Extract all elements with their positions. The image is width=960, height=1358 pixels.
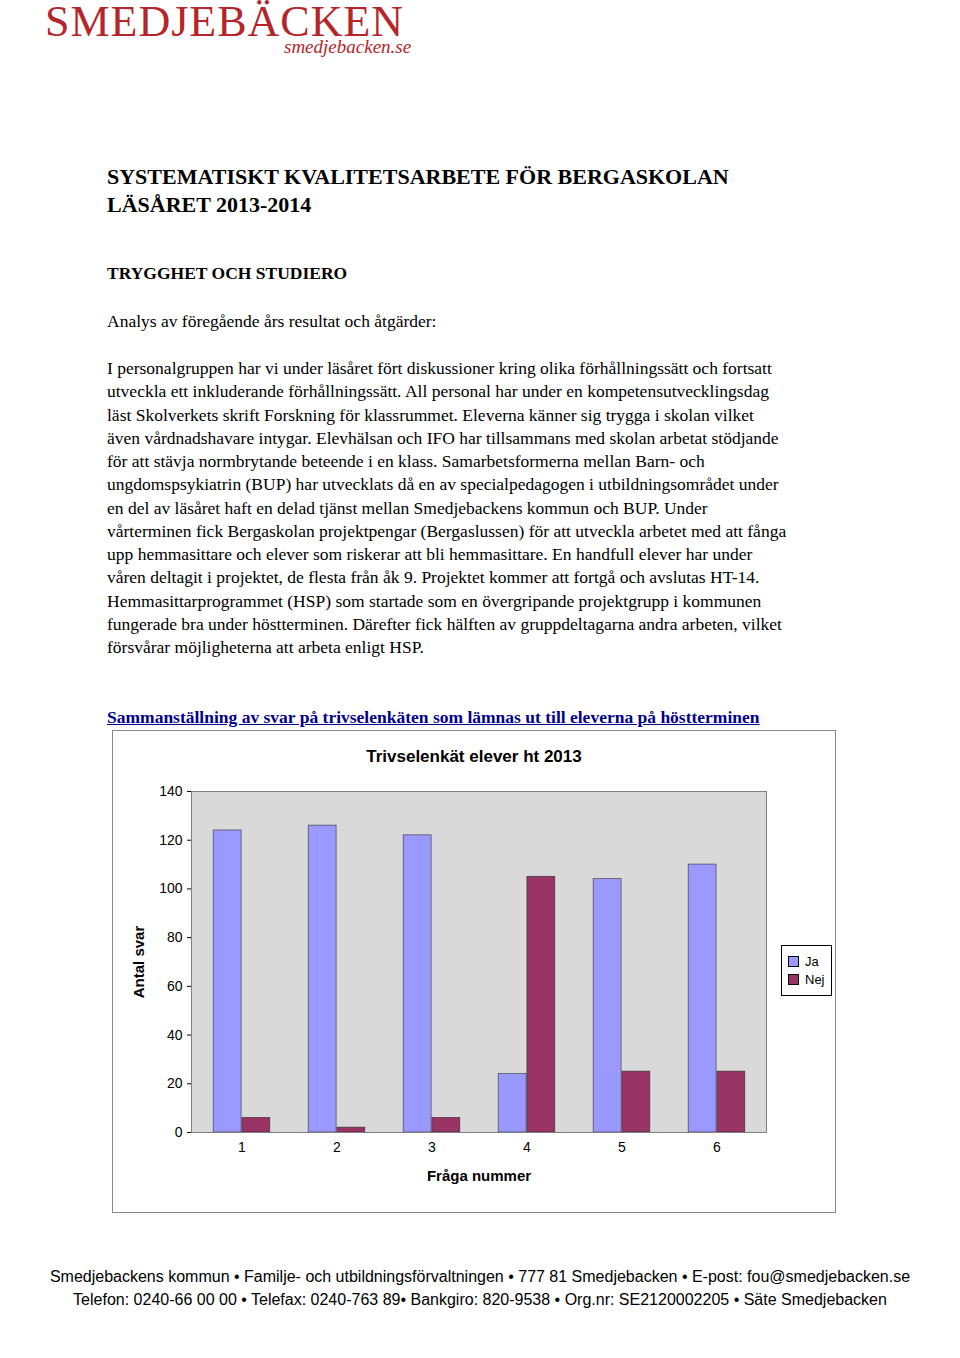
html-text:TRYGGHET OCH STUDIERO: TRYGGHET OCH STUDIERO bbox=[107, 263, 348, 283]
svg-text:40: 40 bbox=[167, 1027, 183, 1043]
svg-text:20: 20 bbox=[167, 1075, 183, 1091]
svg-text:100: 100 bbox=[159, 880, 183, 896]
html-text:våren deltagit i projektet, de: våren deltagit i projektet, de flesta fr… bbox=[107, 567, 760, 588]
html-text:Nej: Nej bbox=[805, 972, 825, 987]
svg-text:Fråga nummer: Fråga nummer bbox=[427, 1167, 531, 1184]
html-text:försvårar möjligheterna att ar: försvårar möjligheterna att arbeta enlig… bbox=[107, 637, 424, 657]
html-text:Sammanställning av svar på tri: Sammanställning av svar på trivselenkäte… bbox=[107, 707, 760, 727]
html-text:Trivselenkät elever ht 2013: Trivselenkät elever ht 2013 bbox=[366, 747, 582, 766]
svg-text:120: 120 bbox=[159, 832, 183, 848]
html-text:Ja: Ja bbox=[805, 954, 819, 969]
html-text:läst Skolverkets skrift Forskn: läst Skolverkets skrift Forskning för kl… bbox=[107, 404, 754, 425]
svg-text:140: 140 bbox=[159, 783, 183, 799]
html-text:SYSTEMATISKT KVALITETSARBETE F: SYSTEMATISKT KVALITETSARBETE FÖR BERGASK… bbox=[107, 164, 729, 189]
svg-text:60: 60 bbox=[167, 978, 183, 994]
svg-text:1: 1 bbox=[238, 1139, 246, 1155]
html-text:utveckla ett inkluderande förh: utveckla ett inkluderande förhållningssä… bbox=[107, 381, 769, 402]
svg-text:2: 2 bbox=[333, 1139, 341, 1155]
html-text:LÄSÅRET 2013-2014: LÄSÅRET 2013-2014 bbox=[107, 192, 312, 217]
html-text:Hemmasittarprogrammet (HSP) so: Hemmasittarprogrammet (HSP) som startade… bbox=[107, 590, 762, 611]
html-text:Telefon: 0240-66 00 00 • Telef: Telefon: 0240-66 00 00 • Telefax: 0240-7… bbox=[73, 1291, 887, 1308]
svg-text:0: 0 bbox=[175, 1124, 183, 1140]
html-text:en del av läsåret haft en dela: en del av läsåret haft en delad tjänst m… bbox=[107, 497, 708, 518]
html-text:vårterminen fick Bergaskolan p: vårterminen fick Bergaskolan projektpeng… bbox=[107, 520, 787, 541]
svg-text:3: 3 bbox=[428, 1139, 436, 1155]
svg-text:5: 5 bbox=[618, 1139, 626, 1155]
html-text:smedjebacken.se: smedjebacken.se bbox=[284, 36, 412, 57]
html-text:Smedjebackens kommun • Familje: Smedjebackens kommun • Familje- och utbi… bbox=[49, 1268, 911, 1285]
html-text:ungdomspsykiatrin (BUP) har ut: ungdomspsykiatrin (BUP) har utvecklats d… bbox=[107, 474, 779, 495]
svg-text:6: 6 bbox=[713, 1139, 721, 1155]
svg-text:Antal svar: Antal svar bbox=[130, 926, 147, 999]
html-text:Analys av föregående års resul: Analys av föregående års resultat och åt… bbox=[107, 311, 437, 331]
svg-text:4: 4 bbox=[523, 1139, 531, 1155]
svg-text:80: 80 bbox=[167, 929, 183, 945]
html-text:fungerade bra under hösttermin: fungerade bra under höstterminen. Däreft… bbox=[107, 613, 782, 634]
html-text:I personalgruppen har vi under: I personalgruppen har vi under läsåret f… bbox=[107, 358, 772, 378]
html-text:för att stävja normbrytande be: för att stävja normbrytande beteende i e… bbox=[107, 451, 705, 471]
html-text:även vårdnadshavare intygar. E: även vårdnadshavare intygar. Elevhälsan … bbox=[107, 427, 779, 448]
html-text:upp hemmasittare och elever so: upp hemmasittare och elever som riskerar… bbox=[107, 544, 753, 564]
